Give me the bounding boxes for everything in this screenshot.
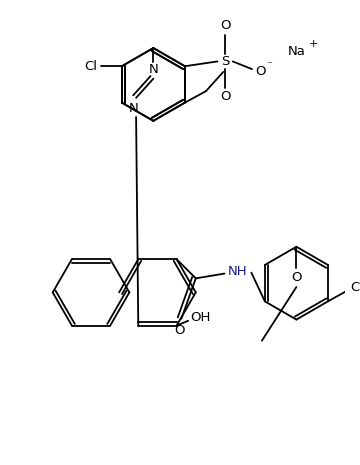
Text: O: O [174, 324, 185, 337]
Text: O: O [220, 20, 230, 33]
Text: ⁻: ⁻ [266, 60, 272, 70]
Text: O: O [291, 271, 302, 284]
Text: O: O [255, 65, 266, 78]
Text: S: S [221, 55, 229, 68]
Text: Cl: Cl [350, 281, 360, 294]
Text: O: O [220, 90, 230, 103]
Text: Cl: Cl [85, 60, 98, 73]
Text: Na: Na [288, 46, 306, 58]
Text: N: N [128, 102, 138, 115]
Text: +: + [309, 39, 318, 49]
Text: OH: OH [190, 312, 211, 325]
Text: NH: NH [228, 265, 248, 278]
Text: N: N [148, 63, 158, 76]
